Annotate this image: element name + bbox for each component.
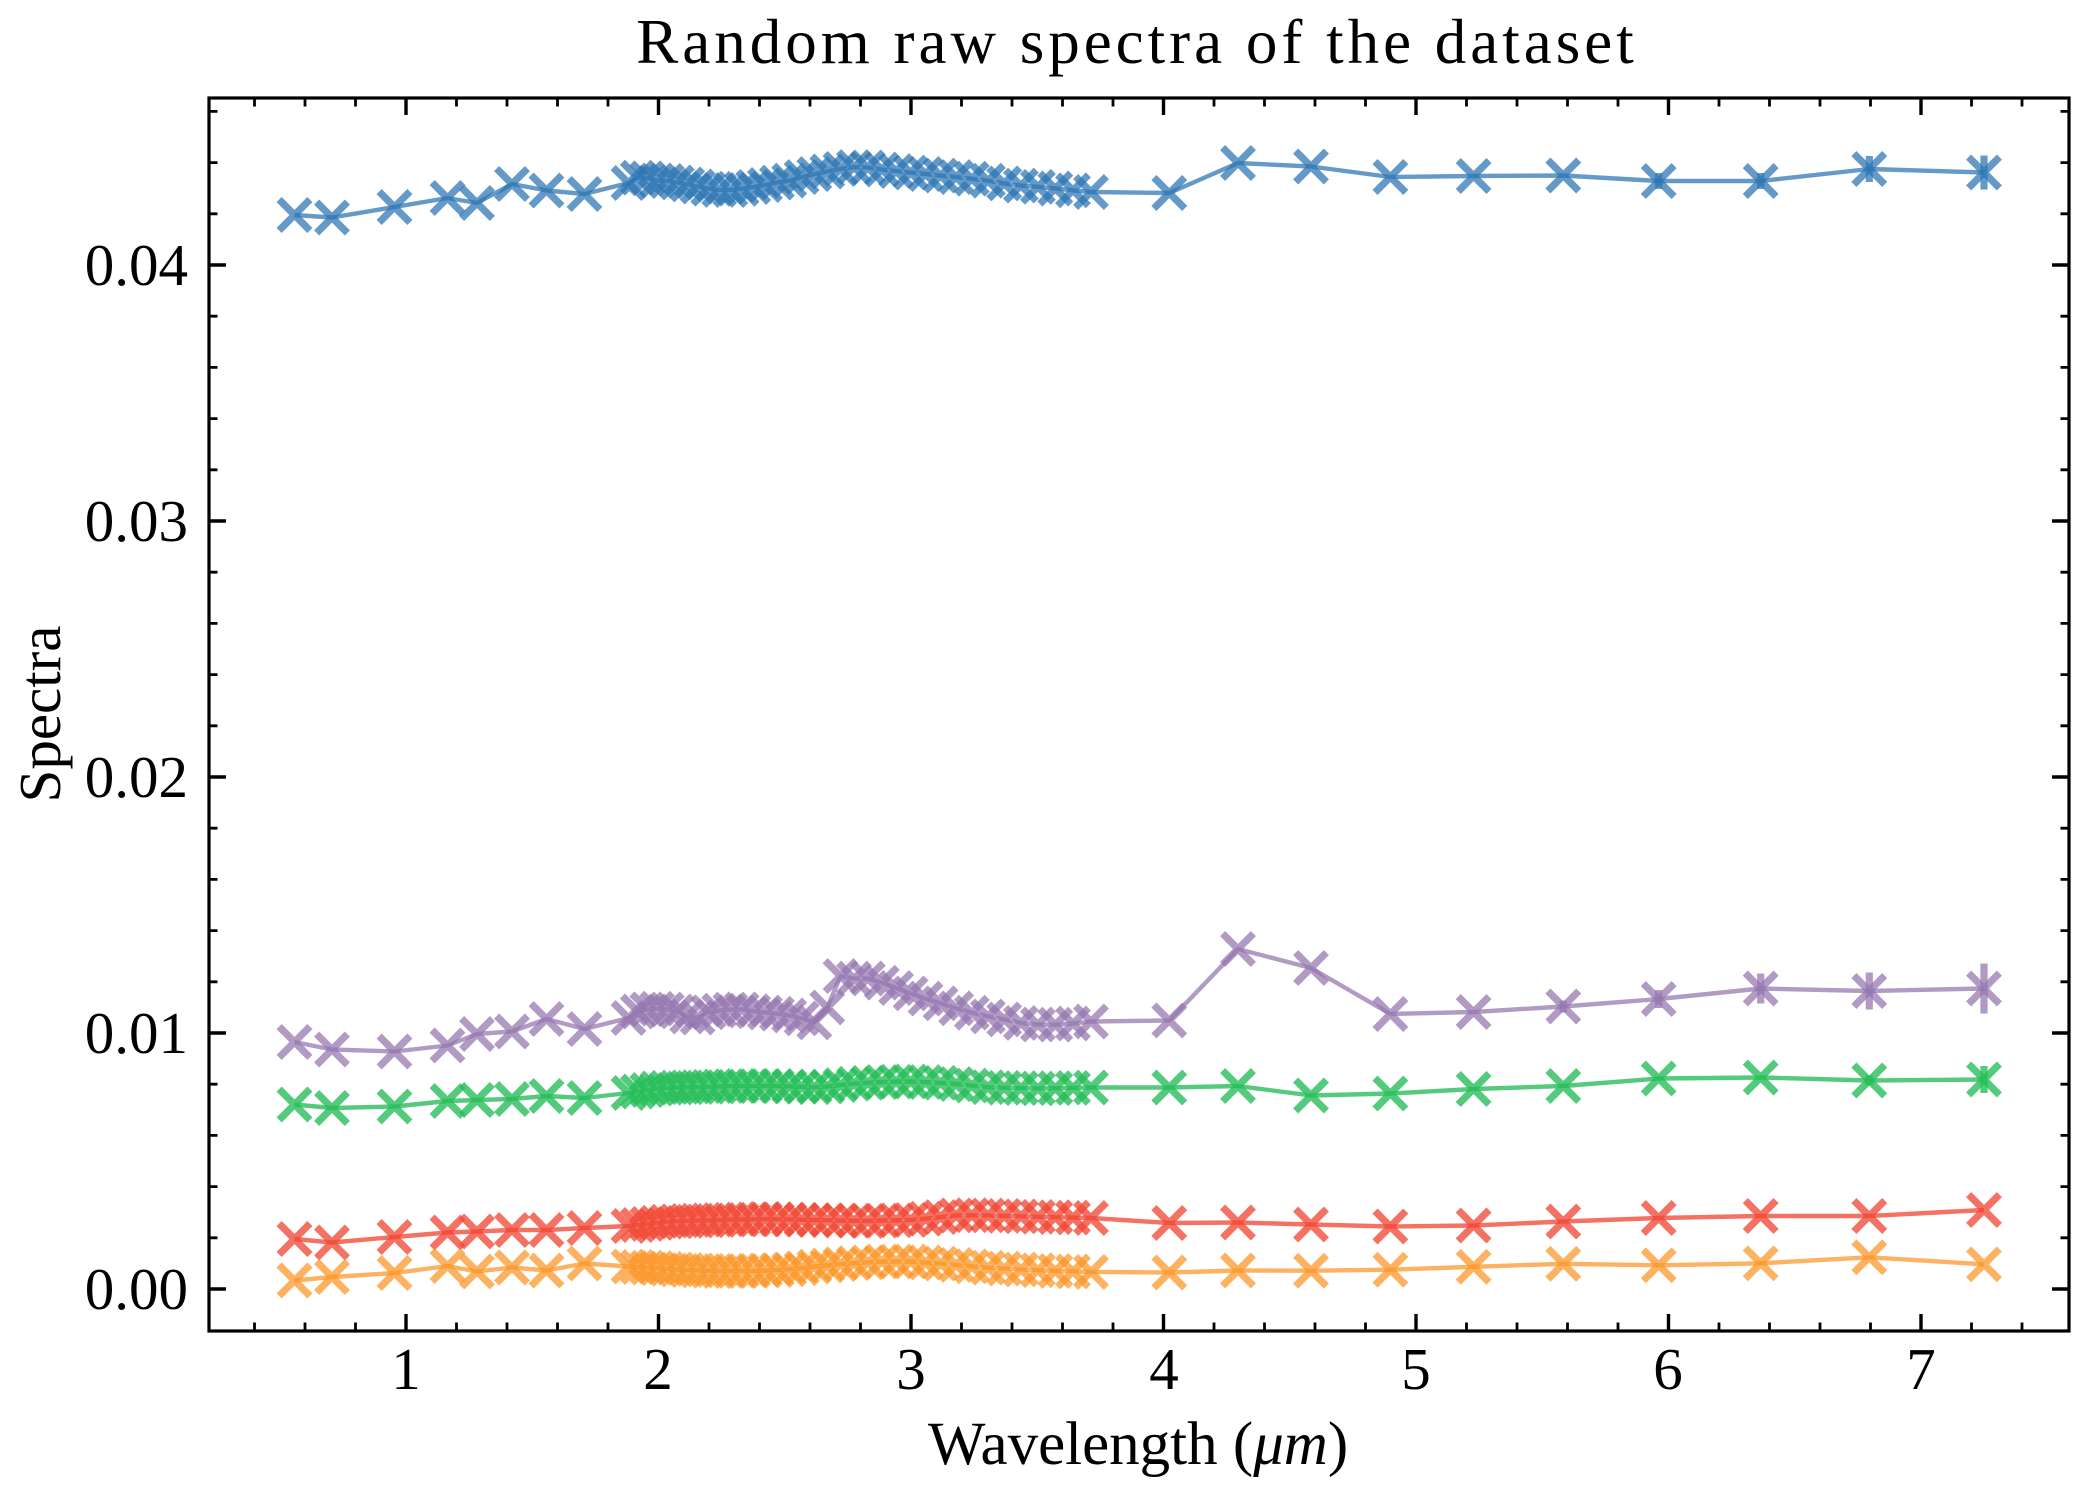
svg-text:Random raw spectra of the data: Random raw spectra of the dataset bbox=[636, 7, 1637, 77]
svg-text:7: 7 bbox=[1906, 1336, 1936, 1402]
svg-text:0.00: 0.00 bbox=[85, 1256, 188, 1322]
svg-text:6: 6 bbox=[1653, 1336, 1683, 1402]
svg-text:4: 4 bbox=[1149, 1336, 1179, 1402]
svg-text:0.04: 0.04 bbox=[85, 232, 188, 298]
svg-text:5: 5 bbox=[1401, 1336, 1431, 1402]
svg-text:Wavelength (μm): Wavelength (μm) bbox=[928, 1411, 1348, 1478]
svg-text:3: 3 bbox=[896, 1336, 926, 1402]
svg-text:Spectra: Spectra bbox=[7, 626, 73, 803]
svg-text:2: 2 bbox=[643, 1336, 673, 1402]
svg-text:0.02: 0.02 bbox=[85, 744, 188, 810]
svg-text:0.03: 0.03 bbox=[85, 488, 188, 554]
svg-text:1: 1 bbox=[391, 1336, 421, 1402]
svg-text:0.01: 0.01 bbox=[85, 1000, 188, 1066]
